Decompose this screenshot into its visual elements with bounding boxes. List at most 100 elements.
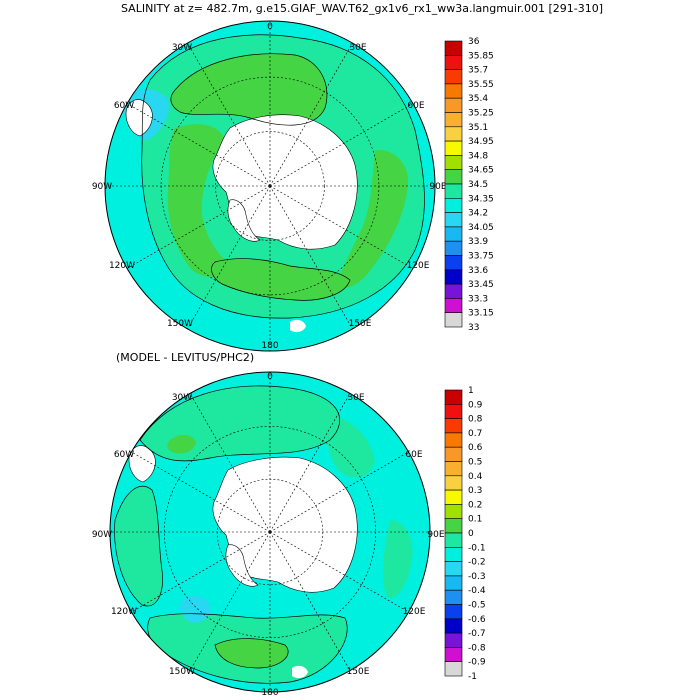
bottom-colorbar: 1 0.9 0.8 0.7 0.6 0.5 0.4 0.3 0.2 0.1 0 -0.1 -0.2 -0.… [444, 386, 486, 682]
colorbar-swatch [444, 40, 463, 56]
top-antarctic-peninsula [227, 199, 261, 242]
colorbar-label: -0.7 [468, 629, 486, 639]
meridian-line [269, 185, 353, 330]
colorbar-label: -0.1 [468, 543, 486, 553]
top-lon-label-0: 0 [267, 22, 273, 32]
colorbar-swatch [444, 604, 463, 620]
top-panel: SALINITY at z= 482.7m, g.e15.GIAF_WAV.T6… [92, 2, 603, 352]
colorbar-swatch [444, 240, 463, 256]
colorbar-label: 0.3 [468, 486, 482, 496]
colorbar-swatch [444, 69, 463, 85]
colorbar-label: 0 [468, 529, 474, 539]
top-lon-label-150w: 150W [167, 319, 193, 329]
bottom-lon-label-60e: 60E [405, 450, 422, 460]
top-lon-label-180: 180 [261, 341, 278, 351]
meridian-line [131, 451, 271, 533]
top-lon-label-120w: 120W [109, 261, 135, 271]
colorbar-swatch [444, 504, 463, 519]
bottom-lon-labels: 0 30E 60E 90E 120E 150E 180 150W 120W 90… [92, 372, 445, 698]
colorbar-label: 0.2 [468, 500, 482, 510]
colorbar-swatch [444, 298, 463, 313]
top-lon-label-30e: 30E [349, 43, 366, 53]
colorbar-label: 0.8 [468, 415, 483, 425]
top-lon-label-30w: 30W [172, 43, 192, 53]
colorbar-label: 0.5 [468, 458, 482, 468]
meridian-line [269, 531, 351, 671]
colorbar-label: 34.2 [468, 209, 488, 219]
top-lon-label-150e: 150E [349, 319, 372, 329]
colorbar-swatch [444, 283, 463, 299]
top-lon-label-90w: 90W [92, 182, 112, 192]
bottom-antarctic-peninsula [225, 544, 259, 587]
colorbar-label: 35.25 [468, 109, 494, 119]
colorbar-label: 35.85 [468, 51, 494, 61]
meridian-line [187, 185, 271, 330]
colorbar-swatch [444, 403, 463, 419]
colorbar-swatch [444, 198, 463, 213]
bottom-lon-label-150w: 150W [169, 667, 195, 677]
colorbar-label: -1 [468, 672, 477, 682]
bottom-antarctica [212, 456, 358, 593]
colorbar-label: 0.7 [468, 429, 482, 439]
colorbar-label: 35.7 [468, 66, 488, 76]
bottom-graticule [110, 372, 430, 692]
colorbar-swatch [444, 661, 463, 677]
colorbar-label: 0.9 [468, 400, 483, 410]
colorbar-label: 33.15 [468, 309, 494, 319]
colorbar-swatch [444, 632, 463, 648]
bottom-lon-label-120e: 120E [403, 607, 426, 617]
colorbar-label: 33.75 [468, 252, 494, 262]
colorbar-label: -0.3 [468, 572, 486, 582]
meridian-line [269, 451, 409, 533]
bottom-positive-band-northeast [326, 415, 375, 478]
meridian-line [126, 185, 271, 269]
top-antarctica [212, 114, 358, 250]
colorbar-swatch [444, 489, 463, 505]
colorbar-label: 33.3 [468, 294, 488, 304]
colorbar-label: 1 [468, 386, 474, 396]
top-salty-band-north [170, 53, 327, 126]
top-map-border [104, 20, 436, 352]
colorbar-swatch [444, 112, 463, 128]
colorbar-swatch [444, 97, 463, 113]
colorbar-swatch [444, 589, 463, 605]
meridian-line [269, 42, 353, 187]
meridian-line [187, 42, 271, 187]
colorbar-label: 36 [468, 37, 480, 47]
bottom-map [110, 372, 430, 692]
colorbar-swatch [444, 212, 463, 228]
colorbar-swatch [444, 54, 463, 70]
bottom-title: (MODEL - LEVITUS/PHC2) [116, 351, 254, 364]
colorbar-swatch [444, 226, 463, 242]
bottom-positive-band-west [114, 486, 163, 606]
bottom-negative-patch [180, 595, 211, 623]
bottom-positive-patch-north [167, 434, 196, 454]
colorbar-label: 34.05 [468, 223, 494, 233]
top-map [105, 21, 435, 351]
meridian-line [269, 185, 414, 269]
colorbar-label: 33.9 [468, 237, 488, 247]
bottom-positive-band-east [382, 520, 413, 599]
bottom-lon-label-30e: 30E [347, 393, 364, 403]
bottom-lon-label-30w: 30W [172, 393, 192, 403]
colorbar-swatch [444, 618, 463, 634]
colorbar-swatch [444, 647, 463, 663]
bottom-new-zealand [292, 665, 308, 679]
colorbar-label: 34.35 [468, 194, 494, 204]
meridian-line [269, 393, 351, 533]
colorbar-label: 0.6 [468, 443, 483, 453]
colorbar-swatch [444, 461, 463, 477]
colorbar-swatch [444, 432, 463, 448]
colorbar-swatch [444, 418, 463, 434]
bottom-panel: (MODEL - LEVITUS/PHC2) [92, 351, 486, 698]
colorbar-swatch [444, 475, 463, 491]
colorbar-swatch [444, 532, 463, 548]
bottom-lon-label-120w: 120W [111, 607, 137, 617]
meridian-line [189, 393, 271, 533]
colorbar-swatch [444, 269, 463, 285]
colorbar-swatch [444, 183, 463, 199]
colorbar-label: 34.95 [468, 137, 494, 147]
colorbar-swatch [444, 518, 463, 534]
colorbar-swatch [444, 312, 463, 328]
colorbar-label: 33.6 [468, 266, 488, 276]
